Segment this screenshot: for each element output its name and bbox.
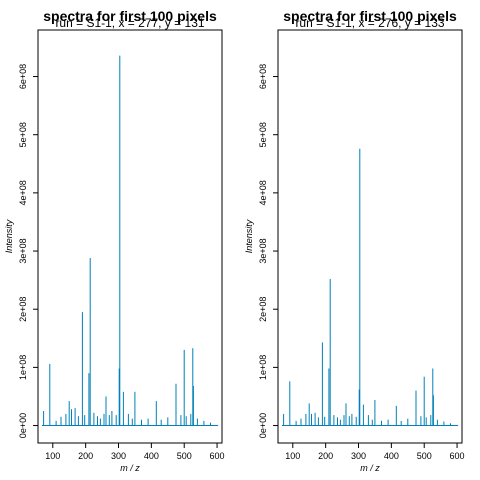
y-tick-label: 6e+08 (18, 64, 28, 89)
y-tick-label: 0e+00 (258, 413, 268, 438)
x-tick-label: 600 (450, 451, 465, 461)
x-tick-label: 100 (285, 451, 300, 461)
y-tick-label: 4e+08 (18, 180, 28, 205)
x-tick-label: 200 (78, 451, 93, 461)
x-tick-label: 400 (384, 451, 399, 461)
x-tick-label: 600 (210, 451, 225, 461)
y-tick-label: 2e+08 (18, 297, 28, 322)
chart-title: spectra for first 100 pixels (43, 8, 217, 24)
chart-panel-1: 100 200 300 400 500 600 0e+00 1e+08 2e+08 3e+08 4e… (4, 8, 225, 473)
x-tick-label: 500 (177, 451, 192, 461)
y-tick-label: 1e+08 (18, 355, 28, 380)
x-tick-label: 400 (144, 451, 159, 461)
y-axis-label: Intensity (4, 219, 14, 253)
y-tick-label: 6e+08 (258, 64, 268, 89)
y-axis-label: Intensity (244, 219, 254, 253)
x-tick-label: 300 (111, 451, 126, 461)
x-tick-label: 300 (351, 451, 366, 461)
y-tick-label: 5e+08 (18, 122, 28, 147)
chart-subtitle: run = S1-1, x = 276, y = 133 (295, 16, 444, 30)
x-axis-label: m / z (360, 463, 380, 473)
x-axis-label: m / z (120, 463, 140, 473)
y-tick-label: 3e+08 (18, 238, 28, 263)
y-tick-label: 4e+08 (258, 180, 268, 205)
chart-panel-2: 100 200 300 400 500 600 0e+00 1e+08 2e+08 3e+08 4e… (244, 8, 465, 473)
y-tick-label: 2e+08 (258, 297, 268, 322)
chart-subtitle: run = S1-1, x = 277, y = 131 (55, 16, 204, 30)
x-tick-label: 100 (45, 451, 60, 461)
y-tick-label: 0e+00 (18, 413, 28, 438)
x-tick-label: 500 (417, 451, 432, 461)
chart-title: spectra for first 100 pixels (283, 8, 457, 24)
y-tick-label: 5e+08 (258, 122, 268, 147)
y-tick-label: 3e+08 (258, 238, 268, 263)
plot-frame (37, 29, 223, 444)
x-tick-label: 200 (318, 451, 333, 461)
y-tick-label: 1e+08 (258, 355, 268, 380)
plot-frame (277, 29, 463, 444)
